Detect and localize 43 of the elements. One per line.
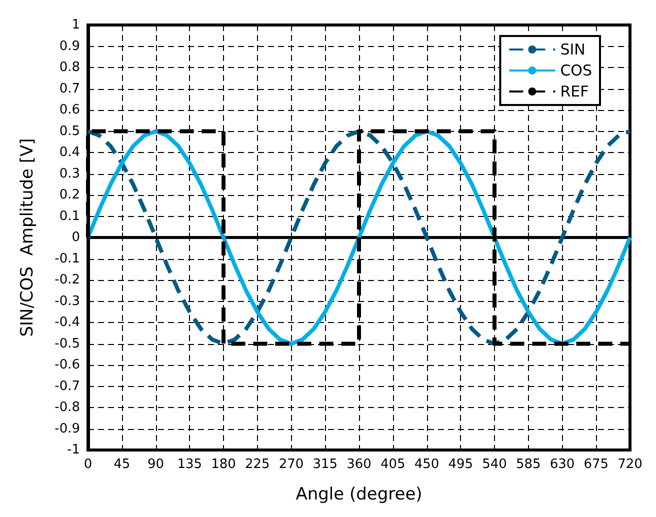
x-tick-label: 675 bbox=[584, 457, 609, 472]
x-tick-label: 585 bbox=[516, 457, 541, 472]
x-tick-label: 45 bbox=[114, 457, 130, 472]
y-tick-label: 0 bbox=[72, 230, 80, 245]
x-tick-label: 450 bbox=[414, 457, 440, 472]
x-tick-label: 270 bbox=[278, 457, 304, 472]
y-tick-label: -0.8 bbox=[54, 400, 80, 415]
y-tick-label: 0.9 bbox=[59, 38, 80, 54]
x-tick-label: 630 bbox=[550, 457, 575, 472]
x-tick-label: 360 bbox=[346, 457, 372, 472]
y-tick-label: -0.2 bbox=[54, 272, 80, 288]
legend-label: COS bbox=[560, 62, 592, 80]
x-tick-label: 720 bbox=[618, 457, 642, 472]
x-tick-label: 0 bbox=[84, 457, 92, 472]
y-tick-label: 0.5 bbox=[59, 124, 80, 139]
x-tick-label: 135 bbox=[177, 457, 202, 472]
y-tick-label: -0.3 bbox=[54, 294, 80, 309]
x-tick-label: 495 bbox=[448, 457, 474, 472]
legend-label: SIN bbox=[560, 40, 586, 58]
y-tick-label: -0.6 bbox=[54, 358, 80, 372]
x-axis-title: Angle (degree) bbox=[296, 484, 422, 504]
x-tick-label: 540 bbox=[482, 457, 507, 472]
y-tick-label: 1 bbox=[72, 18, 80, 32]
y-tick-label: -1 bbox=[67, 442, 80, 458]
x-tick-label: 90 bbox=[147, 457, 164, 472]
y-tick-label: -0.1 bbox=[54, 251, 80, 266]
x-tick-label: 315 bbox=[312, 457, 338, 472]
y-tick-label: 0.2 bbox=[59, 188, 80, 202]
y-tick-label: -0.9 bbox=[54, 421, 80, 436]
y-tick-label: 0.3 bbox=[59, 166, 80, 182]
x-tick-label: 405 bbox=[380, 457, 406, 472]
y-axis-title: SIN/COS Amplitude [V] bbox=[18, 138, 38, 337]
legend-label: REF bbox=[560, 82, 589, 100]
y-tick-label: 0.6 bbox=[59, 102, 80, 118]
y-tick-label: 0.7 bbox=[59, 81, 80, 96]
y-tick-label: -0.7 bbox=[54, 378, 80, 394]
x-tick-label: 225 bbox=[244, 457, 270, 472]
y-tick-label: 0.4 bbox=[59, 145, 80, 160]
y-tick-label: -0.5 bbox=[54, 336, 80, 352]
y-tick-label: 0.1 bbox=[59, 208, 80, 224]
x-tick-label: 180 bbox=[211, 457, 236, 472]
y-tick-label: 0.8 bbox=[59, 60, 80, 75]
y-tick-label: -0.4 bbox=[54, 315, 80, 330]
